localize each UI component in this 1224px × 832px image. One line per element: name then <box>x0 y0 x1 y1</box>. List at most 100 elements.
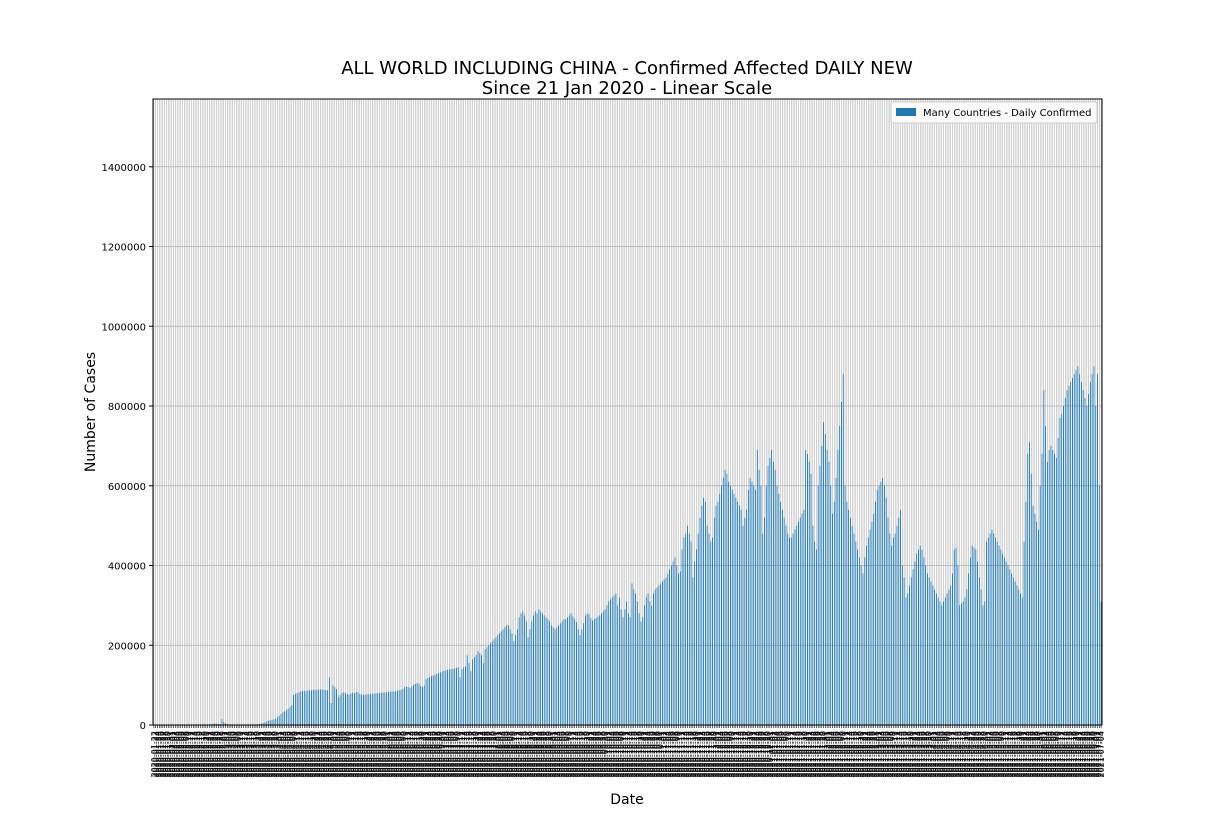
bar <box>762 534 763 725</box>
bar <box>587 613 588 725</box>
bar <box>397 691 398 725</box>
bar <box>1067 390 1068 725</box>
bar <box>854 534 855 725</box>
bar <box>938 597 939 725</box>
bar <box>839 426 840 725</box>
bar <box>923 558 924 725</box>
bar <box>515 635 516 725</box>
legend: Many Countries - Daily Confirmed <box>891 102 1097 123</box>
bar <box>786 526 787 725</box>
bar <box>1072 378 1073 725</box>
bar <box>1063 406 1064 725</box>
bar <box>621 609 622 725</box>
bar <box>390 692 391 725</box>
bar <box>286 710 287 725</box>
bar <box>1070 382 1071 725</box>
bar <box>1101 601 1102 725</box>
bar <box>972 546 973 725</box>
bar <box>350 694 351 725</box>
bar <box>895 534 896 725</box>
bar <box>871 522 872 725</box>
bar <box>787 534 788 725</box>
bar <box>300 692 301 725</box>
bar <box>486 647 487 725</box>
bar <box>832 514 833 725</box>
bar <box>879 486 880 725</box>
bar <box>954 550 955 725</box>
bar <box>601 613 602 725</box>
bar <box>1029 442 1030 725</box>
bar <box>628 613 629 725</box>
bar <box>669 569 670 725</box>
bar <box>426 679 427 725</box>
bar <box>830 486 831 725</box>
bar <box>526 621 527 725</box>
bar <box>501 631 502 725</box>
bar <box>325 690 326 725</box>
bar <box>984 601 985 725</box>
bar <box>302 691 303 725</box>
bar <box>828 462 829 725</box>
bar <box>598 617 599 725</box>
bar <box>963 601 964 725</box>
bar <box>438 673 439 725</box>
bar <box>905 597 906 725</box>
bar <box>336 689 337 725</box>
bar <box>675 558 676 725</box>
bar <box>981 589 982 725</box>
bar <box>347 694 348 725</box>
bar <box>918 550 919 725</box>
bar <box>995 538 996 725</box>
bar <box>735 498 736 725</box>
bar <box>594 619 595 725</box>
bar <box>707 526 708 725</box>
bar <box>940 601 941 725</box>
bar <box>345 693 346 725</box>
bar <box>307 691 308 725</box>
bar <box>379 693 380 725</box>
bar <box>567 617 568 725</box>
bar <box>531 621 532 725</box>
bar <box>997 542 998 725</box>
bar <box>551 625 552 725</box>
bar <box>630 617 631 725</box>
bar <box>721 486 722 725</box>
bar <box>522 611 523 725</box>
bar <box>746 510 747 725</box>
x-gridlines <box>154 99 1101 725</box>
bar <box>811 474 812 725</box>
bar <box>719 494 720 725</box>
bar <box>1065 398 1066 725</box>
bar <box>538 609 539 725</box>
bar <box>1006 562 1007 725</box>
bar <box>730 486 731 725</box>
bar <box>370 694 371 725</box>
bar <box>866 546 867 725</box>
bar <box>936 593 937 725</box>
bar <box>794 530 795 725</box>
bar <box>1024 542 1025 725</box>
bar <box>1085 398 1086 725</box>
bar <box>709 534 710 725</box>
bar <box>825 434 826 725</box>
bar <box>1099 486 1100 725</box>
bar <box>521 613 522 725</box>
bar <box>784 518 785 725</box>
bar <box>757 450 758 725</box>
bar <box>563 619 564 725</box>
bar <box>966 589 967 725</box>
bar <box>461 669 462 725</box>
bar <box>664 579 665 725</box>
bar <box>306 691 307 725</box>
bar <box>694 562 695 725</box>
bar <box>780 502 781 725</box>
bar <box>827 450 828 725</box>
bar <box>655 589 656 725</box>
bar <box>1025 502 1026 725</box>
bar <box>275 719 276 725</box>
bar <box>571 613 572 725</box>
x-axis-label: Date <box>610 792 643 808</box>
bar <box>463 667 464 725</box>
bar <box>429 677 430 725</box>
bar <box>820 466 821 725</box>
